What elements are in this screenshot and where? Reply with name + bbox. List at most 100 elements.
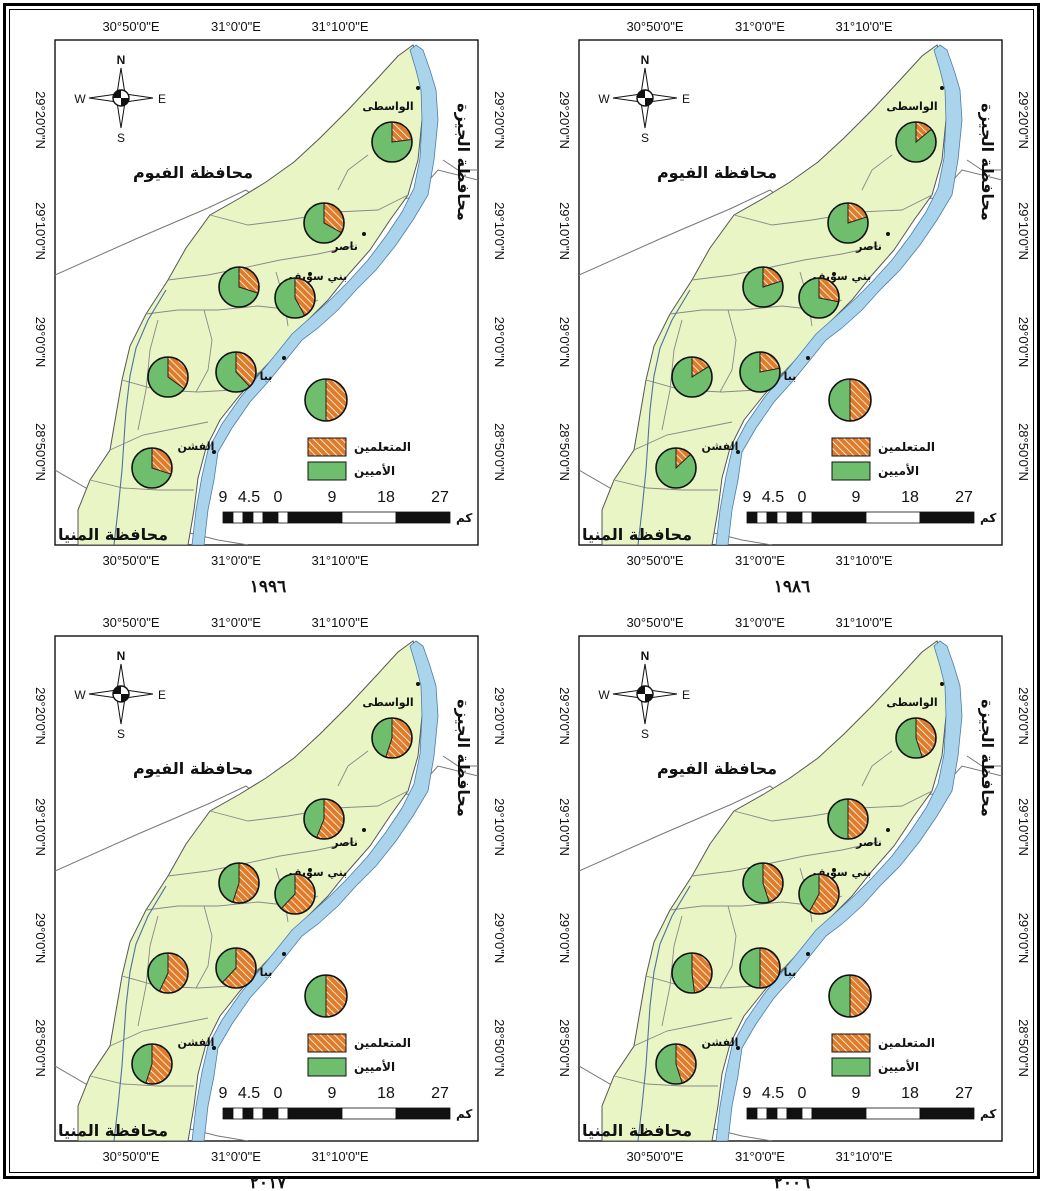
pie-beba [215,947,257,989]
label-beba: ببا [784,370,797,383]
pie-ihnasya [742,266,784,308]
scale-tick-label: 9 [743,1085,752,1102]
legend-swatch-illiterate [307,461,347,481]
district-pies [655,121,937,489]
district-boundary [109,421,209,451]
district-boundary [137,915,159,1027]
compass-n: N [117,649,126,663]
scale-bar: 9 4.5 0 9 18 27 كم [743,489,997,525]
label-wasta: الواسطى [362,100,413,113]
scale-tick-label: 18 [901,489,919,506]
scale-segment [242,1107,254,1120]
legend: المتعلمين الأميين [307,1033,411,1077]
district-boundary [719,905,737,989]
pie-somosta-outline [671,952,713,994]
pie-ihnasya-outline [742,862,784,904]
scale-bar: 9 4.5 0 9 18 27 كم [219,489,473,525]
pie-beni_suef [274,873,316,915]
city-dot [832,272,836,276]
scale-tick-label: 9 [219,489,228,506]
pie-beni_suef-outline [274,277,316,319]
scale-segment [811,1107,867,1120]
scale-segment [242,511,254,524]
governorate-boundary [966,159,1002,171]
district-boundary [633,421,733,451]
pie-fashn-outline [131,447,173,489]
scale-segment [766,1107,778,1120]
legend-swatch-illiterate [307,1057,347,1077]
scale-tick-label: 18 [901,1085,919,1102]
lat-label-right: 29°0'0"N [492,913,507,964]
scale-segment [232,1107,244,1120]
scale-tick-label: 27 [431,489,449,506]
pie-ihnasya-outline [218,266,260,308]
legend-label-educated: المتعلمين [878,1036,935,1050]
compass-s: S [117,727,125,741]
legend-pie [304,378,348,422]
legend: المتعلمين الأميين [307,437,411,481]
pie-wasta [895,121,937,163]
lon-label-top: 30°50'0"E [102,615,159,630]
scale-segment [801,1107,813,1120]
pie-beba [739,947,781,989]
canal [637,885,691,1141]
scale-segment [222,511,234,524]
scale-segment [287,511,343,524]
year-caption: ١٩٨٦ [774,577,811,597]
legend-label-illiterate: الأميين [878,463,919,478]
pie-wasta-outline [371,717,413,759]
legend-label-educated: المتعلمين [878,440,935,454]
lon-label-top: 31°10'0"E [311,615,368,630]
district-pies [131,121,413,489]
year-caption: ١٩٩٦ [250,577,287,597]
compass-s: S [117,131,125,145]
nile-river [191,44,439,545]
district-boundary [89,1075,194,1087]
district-boundary [719,309,737,393]
pie-ihnasya [218,862,260,904]
pie-beni_suef-outline [798,277,840,319]
label-wasta: الواسطى [362,696,413,709]
pie-beni_suef-outline [798,873,840,915]
scale-segment [776,1107,788,1120]
city-dot [416,86,420,90]
lon-label-top: 31°0'0"E [211,615,261,630]
pie-wasta-outline [371,121,413,163]
lat-label-right: 28°50'0"N [492,1019,507,1077]
label-fayoum-governorate: محافظة الفيوم [657,163,777,182]
label-fayoum-governorate: محافظة الفيوم [657,759,777,778]
scale-segment [746,1107,758,1120]
governorate-boundary [442,159,478,171]
legend-pie [828,974,872,1018]
legend-label-educated: المتعلمين [354,1036,411,1050]
label-beba: ببا [260,966,273,979]
district-boundary [861,154,893,191]
legend-label-illiterate: الأميين [354,463,395,478]
pie-wasta [895,717,937,759]
city-dot [886,232,890,236]
scale-segment [222,1107,234,1120]
nile-river [715,640,963,1141]
scale-tick-label: 18 [377,489,395,506]
lat-label-right: 29°10'0"N [492,798,507,856]
pie-fashn [655,447,697,489]
lon-label-bottom: 31°10'0"E [835,1149,892,1164]
scale-segment [262,1107,279,1120]
scale-tick-label: 9 [852,1085,861,1102]
lon-label-top: 30°50'0"E [626,19,683,34]
scale-tick-label: 0 [274,1085,283,1102]
pie-somosta [147,952,189,994]
scale-segment [277,1107,289,1120]
year-caption: ٢٠٠٦ [774,1173,811,1191]
lat-label-right: 29°10'0"N [1016,202,1031,260]
legend-label-illiterate: الأميين [354,1059,395,1074]
scale-tick-label: 9 [328,1085,337,1102]
nile-river [191,640,439,1141]
district-boundary [661,319,683,431]
pie-fashn [131,447,173,489]
scale-unit-label: كم [456,1107,472,1121]
scale-bar: 9 4.5 0 9 18 27 كم [743,1085,997,1121]
scale-segment [766,511,778,524]
pie-wasta [371,717,413,759]
city-dot [308,272,312,276]
